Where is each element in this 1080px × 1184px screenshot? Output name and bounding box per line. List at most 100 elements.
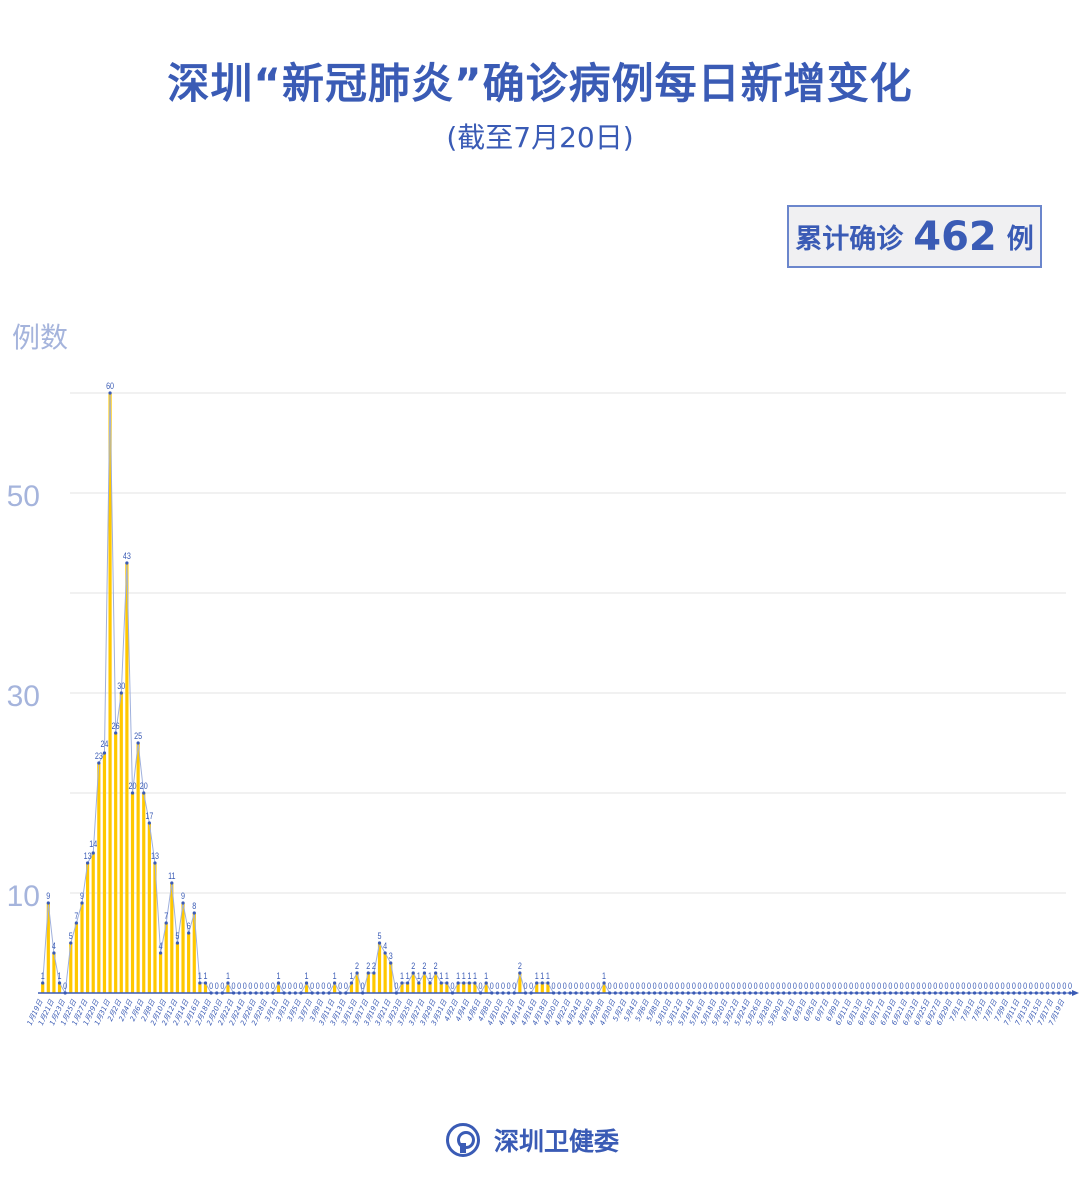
data-point: [905, 991, 909, 995]
data-label: 0: [260, 981, 264, 991]
data-point: [1062, 991, 1066, 995]
data-label: 0: [1029, 981, 1033, 991]
data-point: [327, 991, 331, 995]
bar: [276, 983, 281, 993]
total-label: 累计确诊: [795, 224, 904, 255]
data-point: [248, 991, 253, 995]
data-point: [804, 991, 808, 995]
data-point: [1045, 991, 1050, 995]
data-point: [956, 991, 960, 995]
bar: [97, 763, 101, 993]
data-label: 0: [338, 981, 342, 991]
data-point: [770, 991, 775, 995]
data-point: [153, 861, 157, 865]
data-label: 1: [305, 971, 309, 981]
data-point: [220, 991, 224, 995]
data-point: [462, 981, 466, 985]
data-label: 1: [540, 971, 544, 981]
data-point: [899, 991, 904, 995]
data-point: [203, 981, 208, 985]
data-point: [372, 971, 376, 975]
data-point: [725, 991, 730, 995]
data-label: 0: [523, 981, 527, 991]
data-point: [108, 391, 112, 395]
data-label: 0: [922, 981, 926, 991]
data-label: 0: [989, 981, 993, 991]
data-point: [243, 991, 247, 995]
data-label: 0: [995, 981, 999, 991]
bar: [405, 983, 410, 993]
data-label: 9: [46, 891, 50, 901]
data-point: [52, 951, 56, 955]
data-label: 0: [849, 981, 853, 991]
data-label: 1: [58, 971, 62, 981]
data-label: 1: [439, 971, 443, 981]
data-label: 30: [117, 681, 125, 691]
data-point: [608, 991, 612, 995]
data-point: [198, 981, 202, 985]
data-point: [911, 991, 915, 995]
data-label: 0: [984, 981, 988, 991]
data-label: 0: [894, 981, 898, 991]
data-label: 0: [877, 981, 881, 991]
data-point: [57, 981, 62, 985]
data-point: [288, 991, 292, 995]
data-label: 0: [1017, 981, 1021, 991]
data-point: [916, 991, 921, 995]
data-point: [473, 981, 477, 985]
data-point: [254, 991, 258, 995]
data-label: 0: [782, 981, 786, 991]
bar: [91, 853, 95, 993]
data-point: [400, 981, 404, 985]
series-line: [42, 392, 1070, 995]
data-point: [355, 971, 359, 975]
total-value: 462: [913, 213, 997, 260]
data-point: [681, 991, 685, 995]
data-point: [41, 981, 45, 985]
data-label: 3: [389, 951, 393, 961]
data-point: [428, 981, 432, 985]
data-point: [697, 991, 702, 995]
data-point: [810, 991, 814, 995]
data-label: 0: [288, 981, 292, 991]
data-point: [310, 991, 314, 995]
bar: [52, 953, 56, 993]
data-point: [944, 991, 949, 995]
data-point: [1012, 991, 1016, 995]
data-point: [512, 991, 516, 995]
data-point: [748, 991, 752, 995]
bar: [428, 983, 432, 993]
data-label: 0: [681, 981, 685, 991]
data-label: 0: [726, 981, 730, 991]
data-label: 0: [692, 981, 696, 991]
data-label: 0: [619, 981, 623, 991]
data-label: 7: [164, 911, 168, 921]
data-point: [883, 991, 887, 995]
data-point: [714, 991, 718, 995]
data-point: [776, 991, 780, 995]
data-point: [276, 981, 281, 985]
data-label: 4: [159, 941, 163, 951]
data-label: 0: [860, 981, 864, 991]
bar: [439, 983, 443, 993]
bar: [198, 983, 202, 993]
data-label: 0: [843, 981, 847, 991]
data-point: [765, 991, 769, 995]
data-point: [102, 751, 107, 755]
data-point: [130, 791, 135, 795]
data-point: [91, 851, 95, 855]
data-point: [961, 991, 965, 995]
data-label: 14: [89, 839, 97, 849]
data-point: [1068, 991, 1072, 995]
data-label: 1: [41, 971, 45, 981]
y-tick-label: 30: [7, 680, 40, 713]
data-label: 0: [647, 981, 651, 991]
data-point: [142, 791, 146, 795]
data-point: [602, 981, 606, 985]
data-label: 0: [973, 981, 977, 991]
data-label: 25: [134, 731, 142, 741]
data-point: [518, 971, 522, 975]
data-label: 11: [168, 871, 176, 881]
data-label: 2: [434, 961, 438, 971]
data-label: 0: [776, 981, 780, 991]
